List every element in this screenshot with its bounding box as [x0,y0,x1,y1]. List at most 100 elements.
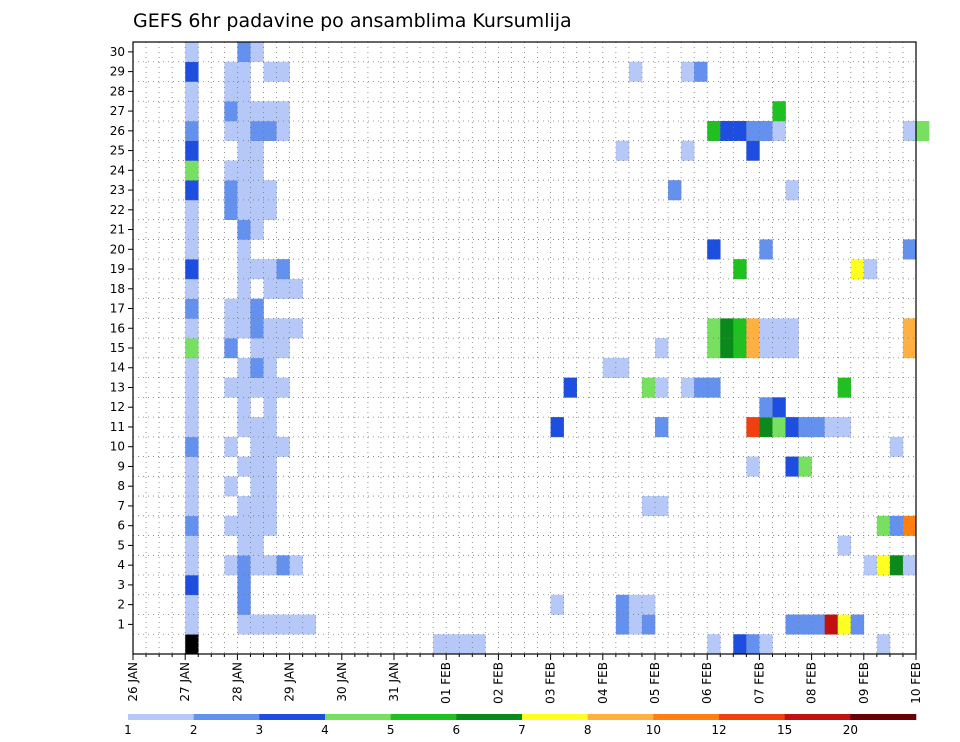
precip-cell [759,397,773,418]
colorbar-label: 15 [777,723,792,737]
precip-cell [263,259,277,280]
y-tick-label: 21 [110,223,125,237]
precip-cell [733,318,747,339]
precip-cell [185,219,199,240]
precip-cell [237,42,251,63]
precip-cell [785,614,799,635]
precip-cell [681,140,695,161]
precip-cell [263,338,277,359]
precip-cell [185,377,199,398]
y-tick-label: 16 [110,321,125,335]
precip-cell [237,239,251,260]
precip-cell [655,338,669,359]
precip-cell [720,318,734,339]
precip-cell [224,61,238,82]
precip-cell [759,417,773,438]
colorbar-swatch [193,714,260,720]
precip-cell [289,318,303,339]
precip-cell [237,81,251,102]
precip-cell [916,120,930,142]
colorbar-swatch [719,714,785,720]
precip-cell [707,338,721,359]
y-tick-label: 2 [117,598,125,612]
precip-cell [772,338,786,359]
precip-cell [276,614,290,635]
y-tick-label: 29 [110,65,125,79]
y-tick-label: 17 [110,302,125,316]
y-tick-label: 7 [117,499,125,513]
x-tick-label: 02 FEB [491,662,505,704]
precip-cell [250,298,264,319]
precip-cell [185,456,199,477]
precip-cell [237,575,251,596]
precip-cell [837,377,852,398]
colorbar-swatch [522,714,588,720]
precip-cell [733,634,747,655]
y-tick-label: 20 [110,242,125,256]
precip-cell [746,417,760,438]
y-tick-label: 23 [110,183,125,197]
precip-cell [237,61,251,82]
precip-cell [655,496,669,517]
y-tick-label: 22 [110,203,125,217]
precip-cell [185,575,199,596]
colorbar-swatch [850,714,917,720]
precip-cell [185,338,199,359]
precip-cell [902,338,917,359]
precip-cell [837,535,852,556]
precip-cell [237,496,251,517]
y-tick-label: 19 [110,262,125,276]
precip-cell [824,417,838,438]
precip-cell [746,338,760,359]
precip-cell [185,476,199,497]
precip-cell [707,318,721,339]
precip-cell [250,318,264,339]
precip-cell [237,555,251,576]
precip-cell [237,120,251,142]
precip-cell [263,318,277,339]
colorbar-label: 4 [321,723,329,737]
precip-cell [289,555,303,576]
precip-cell [250,515,264,536]
precip-cell [628,61,643,82]
precip-cell [250,357,264,378]
precip-cell [250,219,264,240]
precip-cell [263,417,277,438]
x-tick-label: 08 FEB [805,662,819,704]
colorbar-label: 8 [584,723,592,737]
precip-cell [237,298,251,319]
precip-cell [902,239,917,260]
precip-cell [185,436,199,457]
precip-cell [185,357,199,378]
colorbar-swatch [456,714,523,720]
precip-cell [850,259,865,280]
x-tick-label: 09 FEB [857,662,871,704]
precip-cell [237,219,251,240]
precip-cell [185,496,199,517]
colorbar-swatch [784,714,851,720]
precip-cell [785,417,799,438]
precip-cell [289,278,303,299]
precip-cell [250,456,264,477]
precip-cell [876,634,891,655]
precip-cell [237,357,251,378]
precip-cell [263,377,277,398]
precip-cell [250,338,264,359]
y-tick-label: 8 [117,479,125,493]
precip-cell [641,614,656,635]
precip-cell [811,614,825,635]
precip-cell [902,318,917,339]
precip-cell [902,555,917,576]
grid-lines [133,42,917,654]
precip-cell [250,417,264,438]
colorbar-label: 5 [387,723,395,737]
precip-cell [785,318,799,339]
precip-cell [237,259,251,280]
precip-cell [185,101,199,122]
precip-cell [237,160,251,181]
precip-cell [759,120,773,142]
precip-cell [876,555,891,576]
precip-cell [472,634,486,655]
precip-cell [263,397,277,418]
y-tick-label: 11 [110,420,125,434]
